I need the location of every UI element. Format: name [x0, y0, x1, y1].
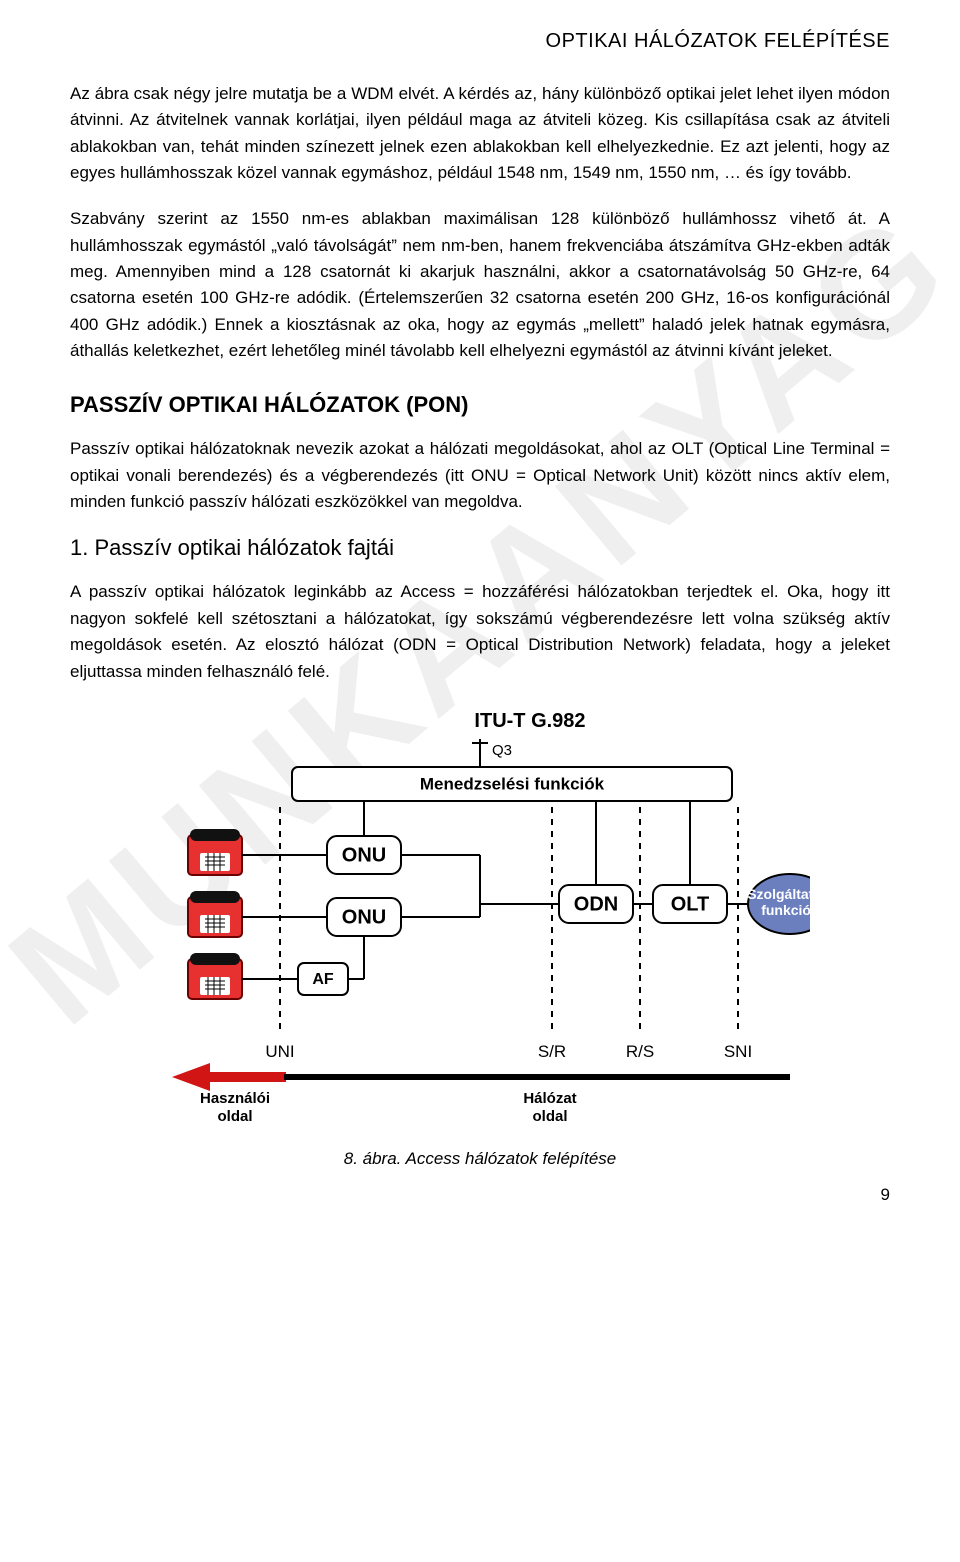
- onu1-label: ONU: [342, 844, 386, 866]
- figure-diagram: ITU-T G.982 Q3 Menedzselési funkciók: [70, 705, 890, 1135]
- telephone-icon: [188, 891, 242, 937]
- svc-label-2: funkciók: [761, 902, 810, 918]
- user-side-2: oldal: [217, 1108, 252, 1125]
- rs-label: R/S: [626, 1042, 654, 1061]
- sr-label: S/R: [538, 1042, 566, 1061]
- net-side-2: oldal: [532, 1108, 567, 1125]
- telephone-icon: [188, 829, 242, 875]
- subsection-heading-types: 1. Passzív optikai hálózatok fajtái: [70, 535, 890, 561]
- odn-label: ODN: [574, 893, 618, 915]
- svc-label-1: Szolgáltatási: [747, 886, 810, 902]
- page-number: 9: [70, 1185, 890, 1205]
- net-side-1: Hálózat: [523, 1090, 576, 1107]
- page-header-title: OPTIKAI HÁLÓZATOK FELÉPÍTÉSE: [70, 30, 890, 53]
- q3-label: Q3: [492, 742, 512, 759]
- paragraph-4: A passzív optikai hálózatok leginkább az…: [70, 579, 890, 684]
- mgmt-label: Menedzselési funkciók: [420, 774, 605, 793]
- itu-g982-diagram: ITU-T G.982 Q3 Menedzselési funkciók: [150, 705, 810, 1135]
- paragraph-1: Az ábra csak négy jelre mutatja be a WDM…: [70, 81, 890, 186]
- onu2-label: ONU: [342, 906, 386, 928]
- olt-label: OLT: [671, 893, 710, 915]
- figure-caption: 8. ábra. Access hálózatok felépítése: [70, 1149, 890, 1169]
- user-side-1: Használói: [200, 1090, 270, 1107]
- telephone-icon: [188, 953, 242, 999]
- diagram-title: ITU-T G.982: [474, 710, 585, 732]
- af-node-label: AF: [312, 971, 334, 988]
- sni-label: SNI: [724, 1042, 752, 1061]
- paragraph-3: Passzív optikai hálózatoknak nevezik azo…: [70, 436, 890, 515]
- paragraph-2: Szabvány szerint az 1550 nm-es ablakban …: [70, 206, 890, 364]
- section-heading-pon: PASSZÍV OPTIKAI HÁLÓZATOK (PON): [70, 392, 890, 418]
- uni-label: UNI: [265, 1042, 294, 1061]
